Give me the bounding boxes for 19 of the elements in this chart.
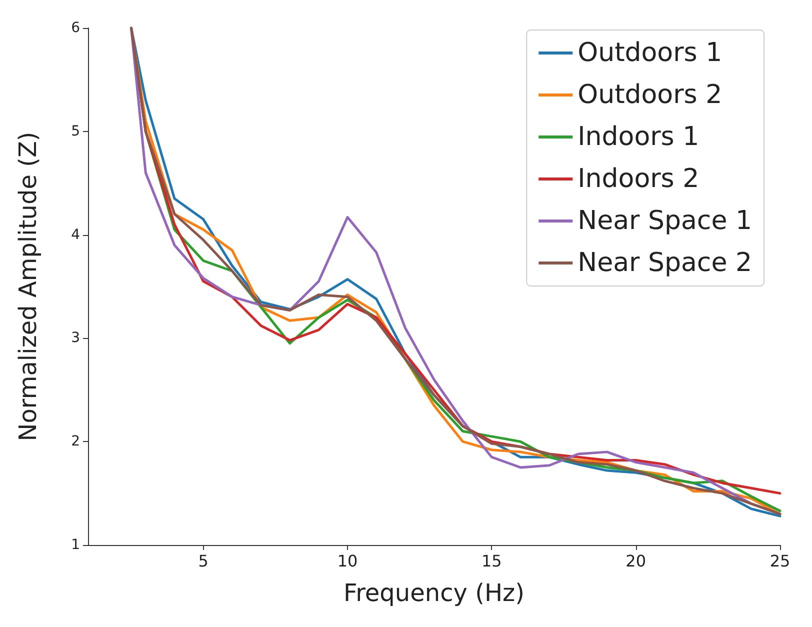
y-tick-label: 3 <box>71 330 80 346</box>
legend-label: Near Space 1 <box>578 206 752 236</box>
y-tick-label: 2 <box>71 434 80 450</box>
legend-label: Outdoors 2 <box>578 80 722 110</box>
legend-label: Indoors 1 <box>578 122 700 152</box>
y-axis-title: Normalized Amplitude (Z) <box>14 132 42 442</box>
x-tick-label: 5 <box>198 552 208 570</box>
x-tick-label: 15 <box>481 552 502 570</box>
legend-label: Near Space 2 <box>578 248 752 278</box>
x-tick-label: 10 <box>337 552 358 570</box>
legend-label: Indoors 2 <box>578 164 700 194</box>
legend-label: Outdoors 1 <box>578 38 722 68</box>
y-tick-label: 6 <box>71 20 80 36</box>
y-tick-label: 4 <box>71 226 80 243</box>
x-axis-title: Frequency (Hz) <box>344 579 524 607</box>
x-tick-label: 20 <box>626 552 646 570</box>
y-tick-label: 1 <box>71 537 80 553</box>
y-tick-label: 5 <box>71 123 80 140</box>
x-tick-label: 25 <box>770 552 790 570</box>
